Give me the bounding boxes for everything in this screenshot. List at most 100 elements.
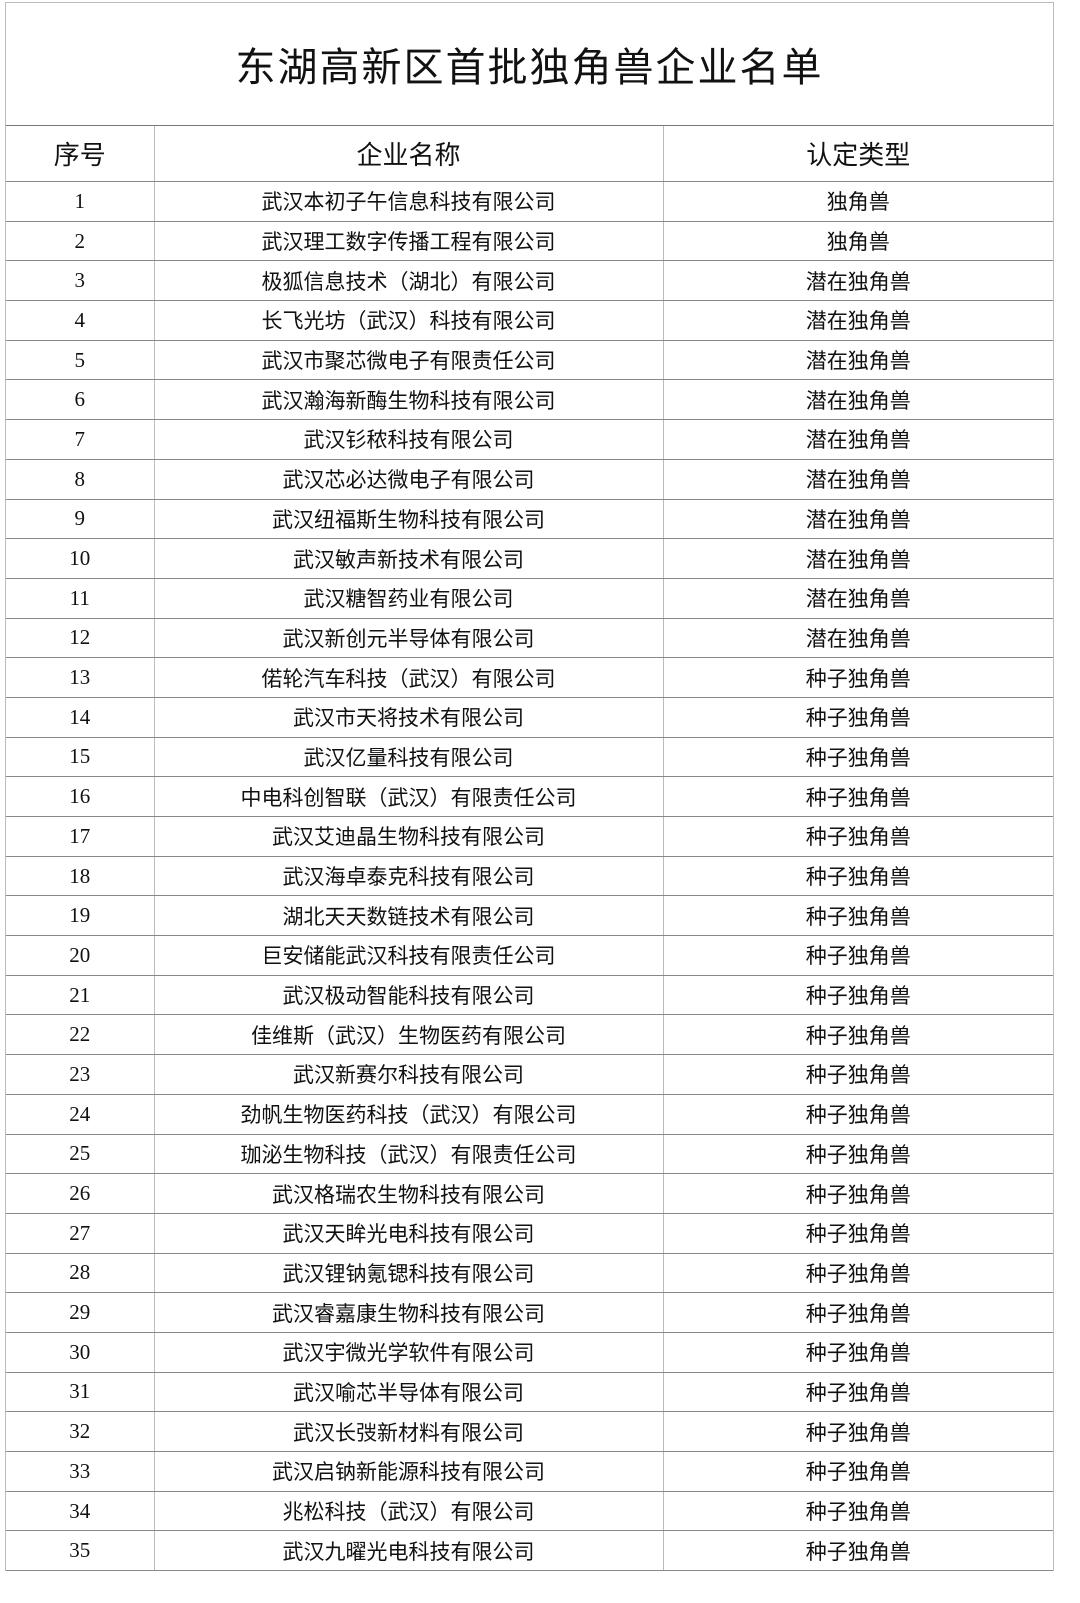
row-index: 7 — [6, 419, 154, 460]
company-name: 武汉敏声新技术有限公司 — [153, 538, 663, 579]
recognition-type: 种子独角兽 — [662, 1372, 1053, 1413]
row-index: 2 — [6, 221, 154, 262]
recognition-type: 种子独角兽 — [662, 1411, 1053, 1452]
row-index: 35 — [6, 1530, 154, 1572]
company-name: 武汉市天将技术有限公司 — [153, 697, 663, 738]
company-name: 武汉天眸光电科技有限公司 — [153, 1213, 663, 1254]
company-name: 武汉睿嘉康生物科技有限公司 — [153, 1292, 663, 1333]
row-index: 25 — [6, 1134, 154, 1175]
row-index: 9 — [6, 499, 154, 540]
company-name: 武汉本初子午信息科技有限公司 — [153, 181, 663, 222]
recognition-type: 潜在独角兽 — [662, 260, 1053, 302]
page-title: 东湖高新区首批独角兽企业名单 — [6, 3, 1053, 126]
table-row: 9 武汉纽福斯生物科技有限公司 潜在独角兽 — [6, 499, 1053, 540]
table-row: 10 武汉敏声新技术有限公司 潜在独角兽 — [6, 538, 1053, 579]
row-index: 4 — [6, 300, 154, 341]
recognition-type: 种子独角兽 — [662, 1451, 1053, 1492]
recognition-type: 种子独角兽 — [662, 895, 1053, 937]
company-name: 极狐信息技术（湖北）有限公司 — [153, 260, 663, 302]
row-index: 1 — [6, 181, 154, 222]
row-index: 12 — [6, 618, 154, 659]
recognition-type: 潜在独角兽 — [662, 618, 1053, 659]
company-name: 武汉钐秾科技有限公司 — [153, 419, 663, 460]
table-row: 12 武汉新创元半导体有限公司 潜在独角兽 — [6, 618, 1053, 659]
company-name: 劲帆生物医药科技（武汉）有限公司 — [153, 1094, 663, 1135]
row-index: 34 — [6, 1491, 154, 1532]
table-row: 13 偌轮汽车科技（武汉）有限公司 种子独角兽 — [6, 657, 1053, 698]
company-name: 兆松科技（武汉）有限公司 — [153, 1491, 663, 1532]
company-name: 武汉长弢新材料有限公司 — [153, 1411, 663, 1452]
row-index: 5 — [6, 340, 154, 381]
recognition-type: 种子独角兽 — [662, 1253, 1053, 1294]
row-index: 21 — [6, 975, 154, 1016]
table-row: 25 珈泌生物科技（武汉）有限责任公司 种子独角兽 — [6, 1134, 1053, 1175]
recognition-type: 种子独角兽 — [662, 1332, 1053, 1373]
table-row: 11 武汉糖智药业有限公司 潜在独角兽 — [6, 578, 1053, 619]
table-row: 1 武汉本初子午信息科技有限公司 独角兽 — [6, 181, 1053, 222]
company-name: 武汉九曜光电科技有限公司 — [153, 1530, 663, 1572]
company-name: 武汉瀚海新酶生物科技有限公司 — [153, 379, 663, 421]
recognition-type: 种子独角兽 — [662, 1054, 1053, 1095]
company-name: 武汉糖智药业有限公司 — [153, 578, 663, 619]
recognition-type: 潜在独角兽 — [662, 578, 1053, 619]
company-name: 武汉海卓泰克科技有限公司 — [153, 856, 663, 897]
row-index: 30 — [6, 1332, 154, 1373]
company-name: 武汉亿量科技有限公司 — [153, 737, 663, 778]
table-row: 2 武汉理工数字传播工程有限公司 独角兽 — [6, 221, 1053, 262]
company-name: 武汉格瑞农生物科技有限公司 — [153, 1173, 663, 1214]
table-row: 18 武汉海卓泰克科技有限公司 种子独角兽 — [6, 856, 1053, 897]
recognition-type: 潜在独角兽 — [662, 419, 1053, 460]
company-name: 中电科创智联（武汉）有限责任公司 — [153, 776, 663, 817]
recognition-type: 潜在独角兽 — [662, 499, 1053, 540]
row-index: 11 — [6, 578, 154, 619]
company-name: 武汉理工数字传播工程有限公司 — [153, 221, 663, 262]
enterprise-list-sheet: 东湖高新区首批独角兽企业名单 序号 企业名称 认定类型 1 武汉本初子午信息科技有… — [5, 2, 1054, 1572]
company-name: 湖北天天数链技术有限公司 — [153, 895, 663, 937]
table-row: 26 武汉格瑞农生物科技有限公司 种子独角兽 — [6, 1173, 1053, 1214]
company-name: 武汉启钠新能源科技有限公司 — [153, 1451, 663, 1492]
recognition-type: 种子独角兽 — [662, 657, 1053, 698]
row-index: 27 — [6, 1213, 154, 1254]
recognition-type: 种子独角兽 — [662, 1134, 1053, 1175]
recognition-type: 种子独角兽 — [662, 816, 1053, 857]
row-index: 6 — [6, 379, 154, 421]
company-name: 武汉艾迪晶生物科技有限公司 — [153, 816, 663, 857]
row-index: 18 — [6, 856, 154, 897]
header-row: 序号 企业名称 认定类型 — [6, 126, 1053, 182]
row-index: 29 — [6, 1292, 154, 1333]
recognition-type: 种子独角兽 — [662, 935, 1053, 976]
recognition-type: 独角兽 — [662, 221, 1053, 262]
company-name: 佳维斯（武汉）生物医药有限公司 — [153, 1014, 663, 1056]
company-name: 武汉市聚芯微电子有限责任公司 — [153, 340, 663, 381]
table-row: 4 长飞光坊（武汉）科技有限公司 潜在独角兽 — [6, 300, 1053, 341]
company-name: 武汉纽福斯生物科技有限公司 — [153, 499, 663, 540]
company-name: 武汉锂钠氪锶科技有限公司 — [153, 1253, 663, 1294]
row-index: 23 — [6, 1054, 154, 1095]
row-index: 15 — [6, 737, 154, 778]
recognition-type: 潜在独角兽 — [662, 300, 1053, 341]
row-index: 33 — [6, 1451, 154, 1492]
table-row: 21 武汉极动智能科技有限公司 种子独角兽 — [6, 975, 1053, 1016]
company-name: 武汉芯必达微电子有限公司 — [153, 459, 663, 500]
table-row: 3 极狐信息技术（湖北）有限公司 潜在独角兽 — [6, 260, 1053, 302]
company-name: 武汉新赛尔科技有限公司 — [153, 1054, 663, 1095]
row-index: 8 — [6, 459, 154, 500]
recognition-type: 种子独角兽 — [662, 1014, 1053, 1056]
row-index: 10 — [6, 538, 154, 579]
recognition-type: 种子独角兽 — [662, 737, 1053, 778]
recognition-type: 种子独角兽 — [662, 1094, 1053, 1135]
company-name: 珈泌生物科技（武汉）有限责任公司 — [153, 1134, 663, 1175]
recognition-type: 种子独角兽 — [662, 1530, 1053, 1572]
table-row: 17 武汉艾迪晶生物科技有限公司 种子独角兽 — [6, 816, 1053, 857]
row-index: 20 — [6, 935, 154, 976]
recognition-type: 独角兽 — [662, 181, 1053, 222]
table-row: 14 武汉市天将技术有限公司 种子独角兽 — [6, 697, 1053, 738]
table-row: 32 武汉长弢新材料有限公司 种子独角兽 — [6, 1411, 1053, 1452]
row-index: 31 — [6, 1372, 154, 1413]
row-index: 22 — [6, 1014, 154, 1056]
table-row: 23 武汉新赛尔科技有限公司 种子独角兽 — [6, 1054, 1053, 1095]
recognition-type: 种子独角兽 — [662, 1213, 1053, 1254]
row-index: 24 — [6, 1094, 154, 1135]
row-index: 13 — [6, 657, 154, 698]
table-row: 20 巨安储能武汉科技有限责任公司 种子独角兽 — [6, 935, 1053, 976]
